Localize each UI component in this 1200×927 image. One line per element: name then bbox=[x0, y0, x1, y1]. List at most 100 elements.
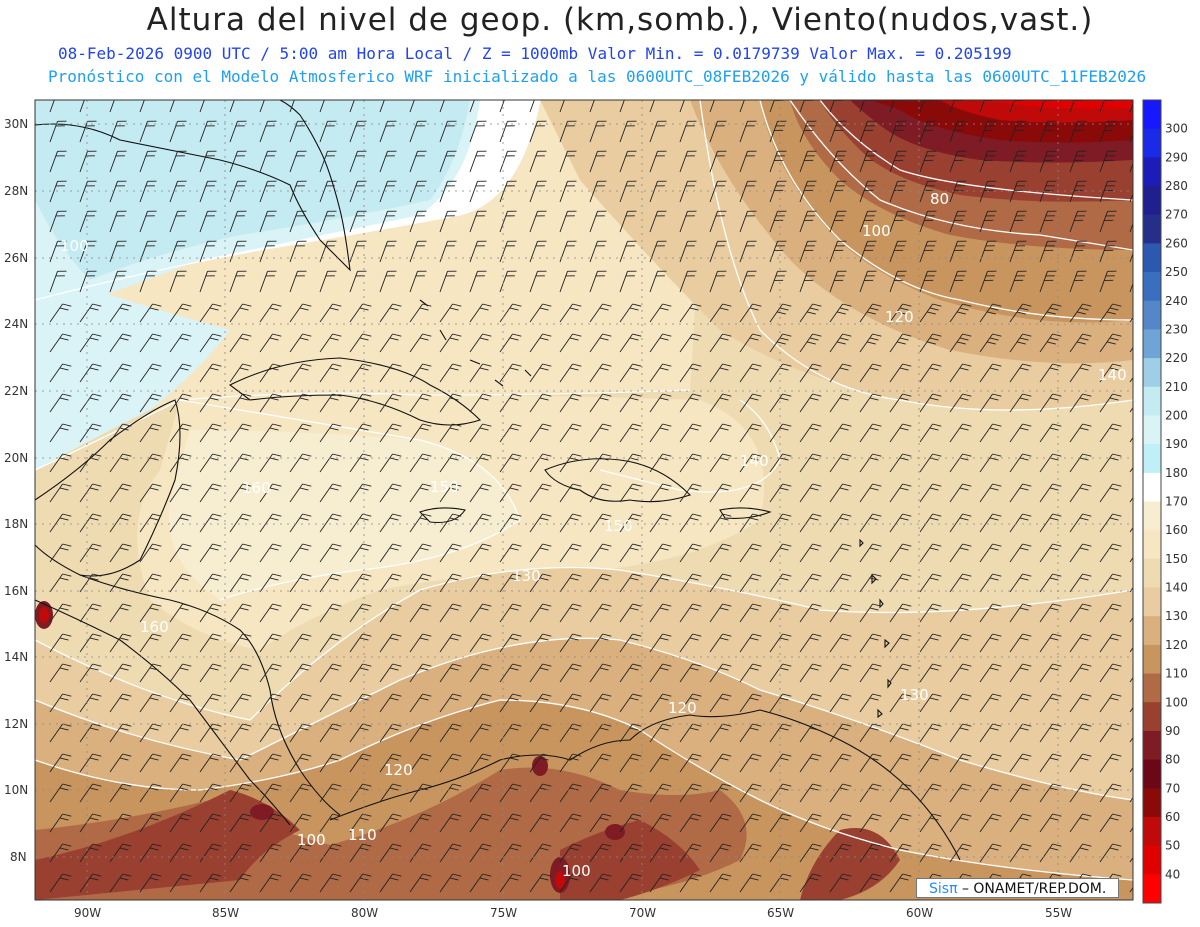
wind-barb bbox=[709, 240, 727, 263]
wind-barb bbox=[919, 393, 942, 413]
wind-barb bbox=[169, 120, 187, 143]
wind-barb bbox=[259, 753, 282, 773]
colorbar-swatch bbox=[1143, 587, 1161, 617]
wind-barb bbox=[49, 120, 67, 143]
lon-label: 60W bbox=[906, 906, 933, 920]
wind-barb bbox=[229, 603, 252, 623]
wind-barb bbox=[229, 100, 235, 113]
wind-barb bbox=[349, 573, 372, 593]
wind-barb bbox=[559, 333, 582, 353]
wind-barb bbox=[589, 483, 612, 503]
wind-barb bbox=[469, 783, 492, 803]
wind-barb bbox=[739, 813, 762, 833]
wind-barb bbox=[589, 393, 612, 413]
wind-barb bbox=[769, 513, 792, 533]
contour-label: 100 bbox=[862, 222, 891, 240]
wind-barb bbox=[529, 633, 552, 653]
wind-barb bbox=[499, 873, 522, 893]
wind-barb bbox=[619, 333, 642, 353]
wind-barb bbox=[1099, 393, 1122, 413]
wind-barb bbox=[79, 210, 97, 233]
wind-barb bbox=[709, 210, 727, 233]
wind-barb bbox=[169, 633, 192, 653]
wind-barb bbox=[439, 180, 457, 203]
wind-barb bbox=[829, 120, 847, 143]
wind-barb bbox=[439, 453, 462, 473]
wind-barb bbox=[889, 270, 907, 293]
wind-barb bbox=[559, 453, 582, 473]
wind-barb bbox=[79, 393, 102, 413]
wind-barb bbox=[229, 693, 252, 713]
wind-barb bbox=[799, 180, 817, 203]
wind-barb bbox=[799, 633, 822, 653]
wind-barb bbox=[139, 453, 162, 473]
wind-barb bbox=[349, 270, 367, 293]
wind-barb bbox=[889, 333, 912, 353]
colorbar-label: 80 bbox=[1165, 753, 1180, 767]
wind-barb bbox=[259, 663, 282, 683]
wind-barb bbox=[709, 813, 732, 833]
wind-barb bbox=[259, 100, 265, 113]
wind-barb bbox=[559, 363, 582, 383]
wind-barb bbox=[859, 663, 882, 683]
wind-barb bbox=[979, 423, 1002, 443]
colorbar-label: 260 bbox=[1165, 236, 1188, 250]
wind-barb bbox=[949, 393, 972, 413]
wind-barb bbox=[1039, 120, 1057, 143]
wind-barb bbox=[979, 453, 1002, 473]
wind-barb bbox=[769, 783, 792, 803]
wind-barb bbox=[1069, 333, 1092, 353]
wind-barb bbox=[619, 603, 642, 623]
wind-barb bbox=[259, 543, 282, 563]
wind-barb bbox=[109, 180, 127, 203]
wind-barb bbox=[289, 753, 312, 773]
wind-barb bbox=[679, 270, 697, 293]
wind-barb bbox=[1069, 120, 1087, 143]
wind-barb bbox=[979, 120, 997, 143]
wind-barb bbox=[949, 633, 972, 653]
wind-barb bbox=[1069, 303, 1092, 323]
wind-barb bbox=[469, 693, 492, 713]
wind-barb bbox=[199, 663, 222, 683]
wind-barb bbox=[139, 753, 162, 773]
wind-barb bbox=[1069, 543, 1092, 563]
colorbar-swatch bbox=[1143, 272, 1161, 302]
wind-barb bbox=[829, 513, 852, 533]
wind-barb bbox=[1009, 633, 1032, 653]
wind-barb bbox=[259, 843, 282, 863]
wind-barb bbox=[979, 363, 1002, 383]
wind-barb bbox=[529, 180, 547, 203]
wind-barb bbox=[1069, 483, 1092, 503]
wind-barb bbox=[709, 120, 727, 143]
wind-barb bbox=[739, 240, 757, 263]
wind-barb bbox=[139, 813, 162, 833]
colorbar-swatch bbox=[1143, 558, 1161, 589]
wind-barb bbox=[49, 453, 72, 473]
wind-barb bbox=[199, 363, 222, 383]
wind-barb bbox=[589, 363, 612, 383]
wind-barb bbox=[739, 180, 757, 203]
wind-barb bbox=[1039, 393, 1062, 413]
wind-barb bbox=[979, 813, 1002, 833]
wind-barb bbox=[289, 180, 307, 203]
wind-barb bbox=[619, 873, 642, 893]
wind-barb bbox=[1039, 723, 1062, 743]
wind-barb bbox=[889, 663, 912, 683]
wind-barb bbox=[409, 723, 432, 743]
wind-barb bbox=[559, 270, 577, 293]
wind-barb bbox=[259, 303, 282, 323]
colorbar-label: 250 bbox=[1165, 265, 1188, 279]
wind-barb bbox=[409, 363, 432, 383]
wind-barb bbox=[649, 270, 667, 293]
wind-barb bbox=[229, 423, 252, 443]
wind-barb bbox=[949, 603, 972, 623]
wind-barb bbox=[619, 753, 642, 773]
wind-barb bbox=[829, 150, 847, 173]
wind-barb bbox=[139, 483, 162, 503]
contour-labels: 80 100 120 140 140 150 160 160 130 130 1… bbox=[60, 190, 1127, 880]
wind-barb bbox=[1129, 676, 1133, 683]
wind-barb bbox=[439, 270, 457, 293]
wind-barb bbox=[499, 813, 522, 833]
wind-barb bbox=[319, 333, 342, 353]
plot-frame bbox=[34, 99, 1134, 901]
